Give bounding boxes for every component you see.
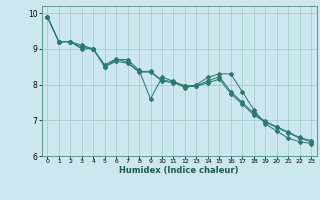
X-axis label: Humidex (Indice chaleur): Humidex (Indice chaleur) (119, 166, 239, 175)
